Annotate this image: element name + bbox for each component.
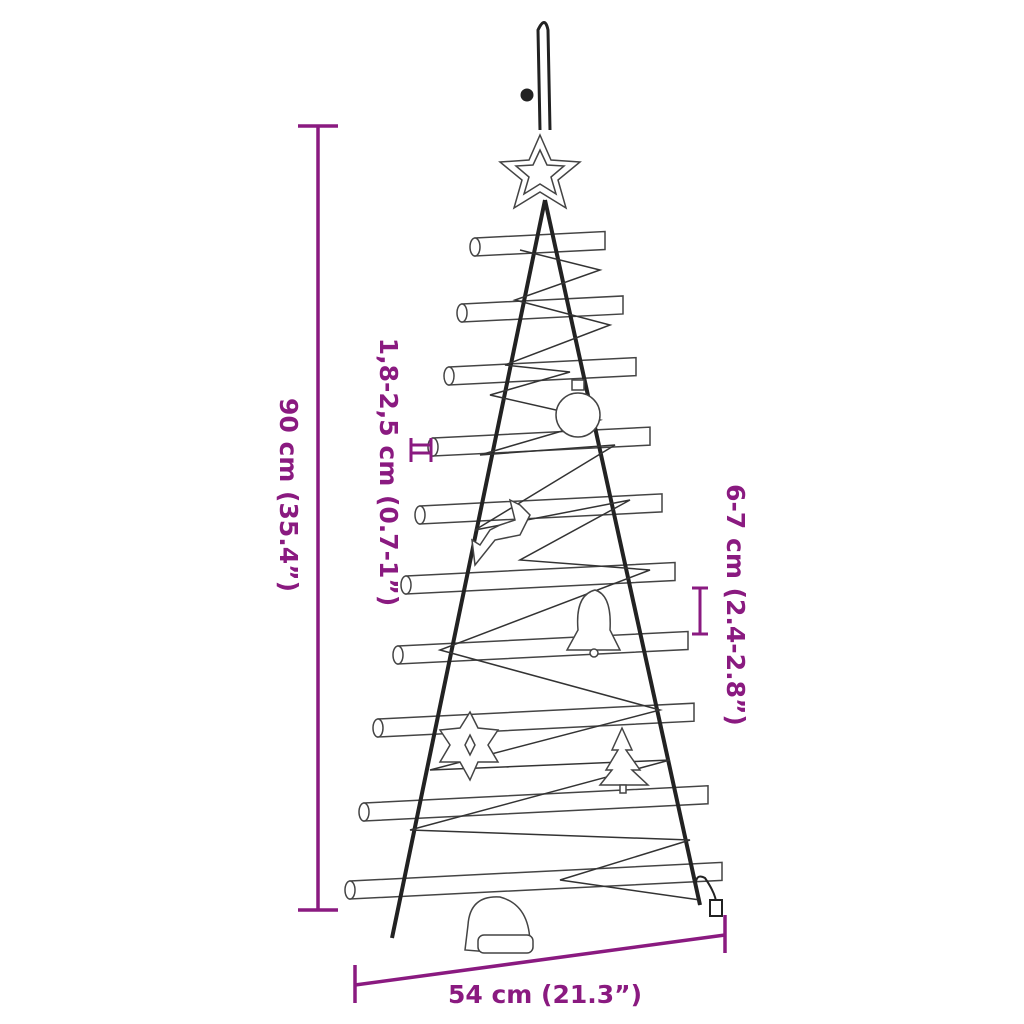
snowflake-icon	[438, 710, 500, 782]
ladder-rung	[461, 295, 624, 323]
rung-spacing-marker	[692, 586, 708, 636]
rung-spacing-label: 6-7 cm (2.4-2.8”)	[721, 484, 750, 726]
rung-end	[400, 575, 412, 595]
rung-end	[372, 718, 384, 738]
rung-end	[443, 366, 455, 386]
ladder-rung	[474, 230, 606, 257]
height-label: 90 cm (35.4”)	[274, 398, 303, 592]
ladder-rung	[432, 426, 651, 457]
rung-end	[469, 237, 481, 257]
star-icon	[498, 133, 582, 210]
hanging-loop	[520, 21, 552, 131]
tree-icon	[598, 726, 650, 794]
rung-diameter-label: 1,8-2,5 cm (0.7-1”)	[374, 338, 403, 607]
height-dimension-line	[298, 124, 338, 912]
ladder-rung	[377, 702, 695, 738]
reindeer-icon	[471, 498, 531, 567]
rung-end	[456, 303, 468, 323]
width-dimension-line	[353, 915, 727, 1003]
rung-end	[358, 802, 370, 822]
width-label: 54 cm (21.3”)	[448, 980, 642, 1009]
rung-diameter-marker	[409, 438, 433, 462]
bell-icon	[565, 589, 622, 658]
ladder-rung	[419, 493, 663, 525]
rung-end	[392, 645, 404, 665]
tree-legs	[390, 199, 702, 939]
light-string	[409, 249, 701, 901]
bauble-icon	[555, 379, 601, 438]
rung-end	[414, 505, 426, 525]
plug-cable	[695, 875, 723, 917]
ladder-rung	[405, 561, 676, 595]
rung-end	[344, 880, 356, 900]
santa-hat-icon	[464, 896, 534, 954]
ladder-rung	[448, 356, 637, 386]
